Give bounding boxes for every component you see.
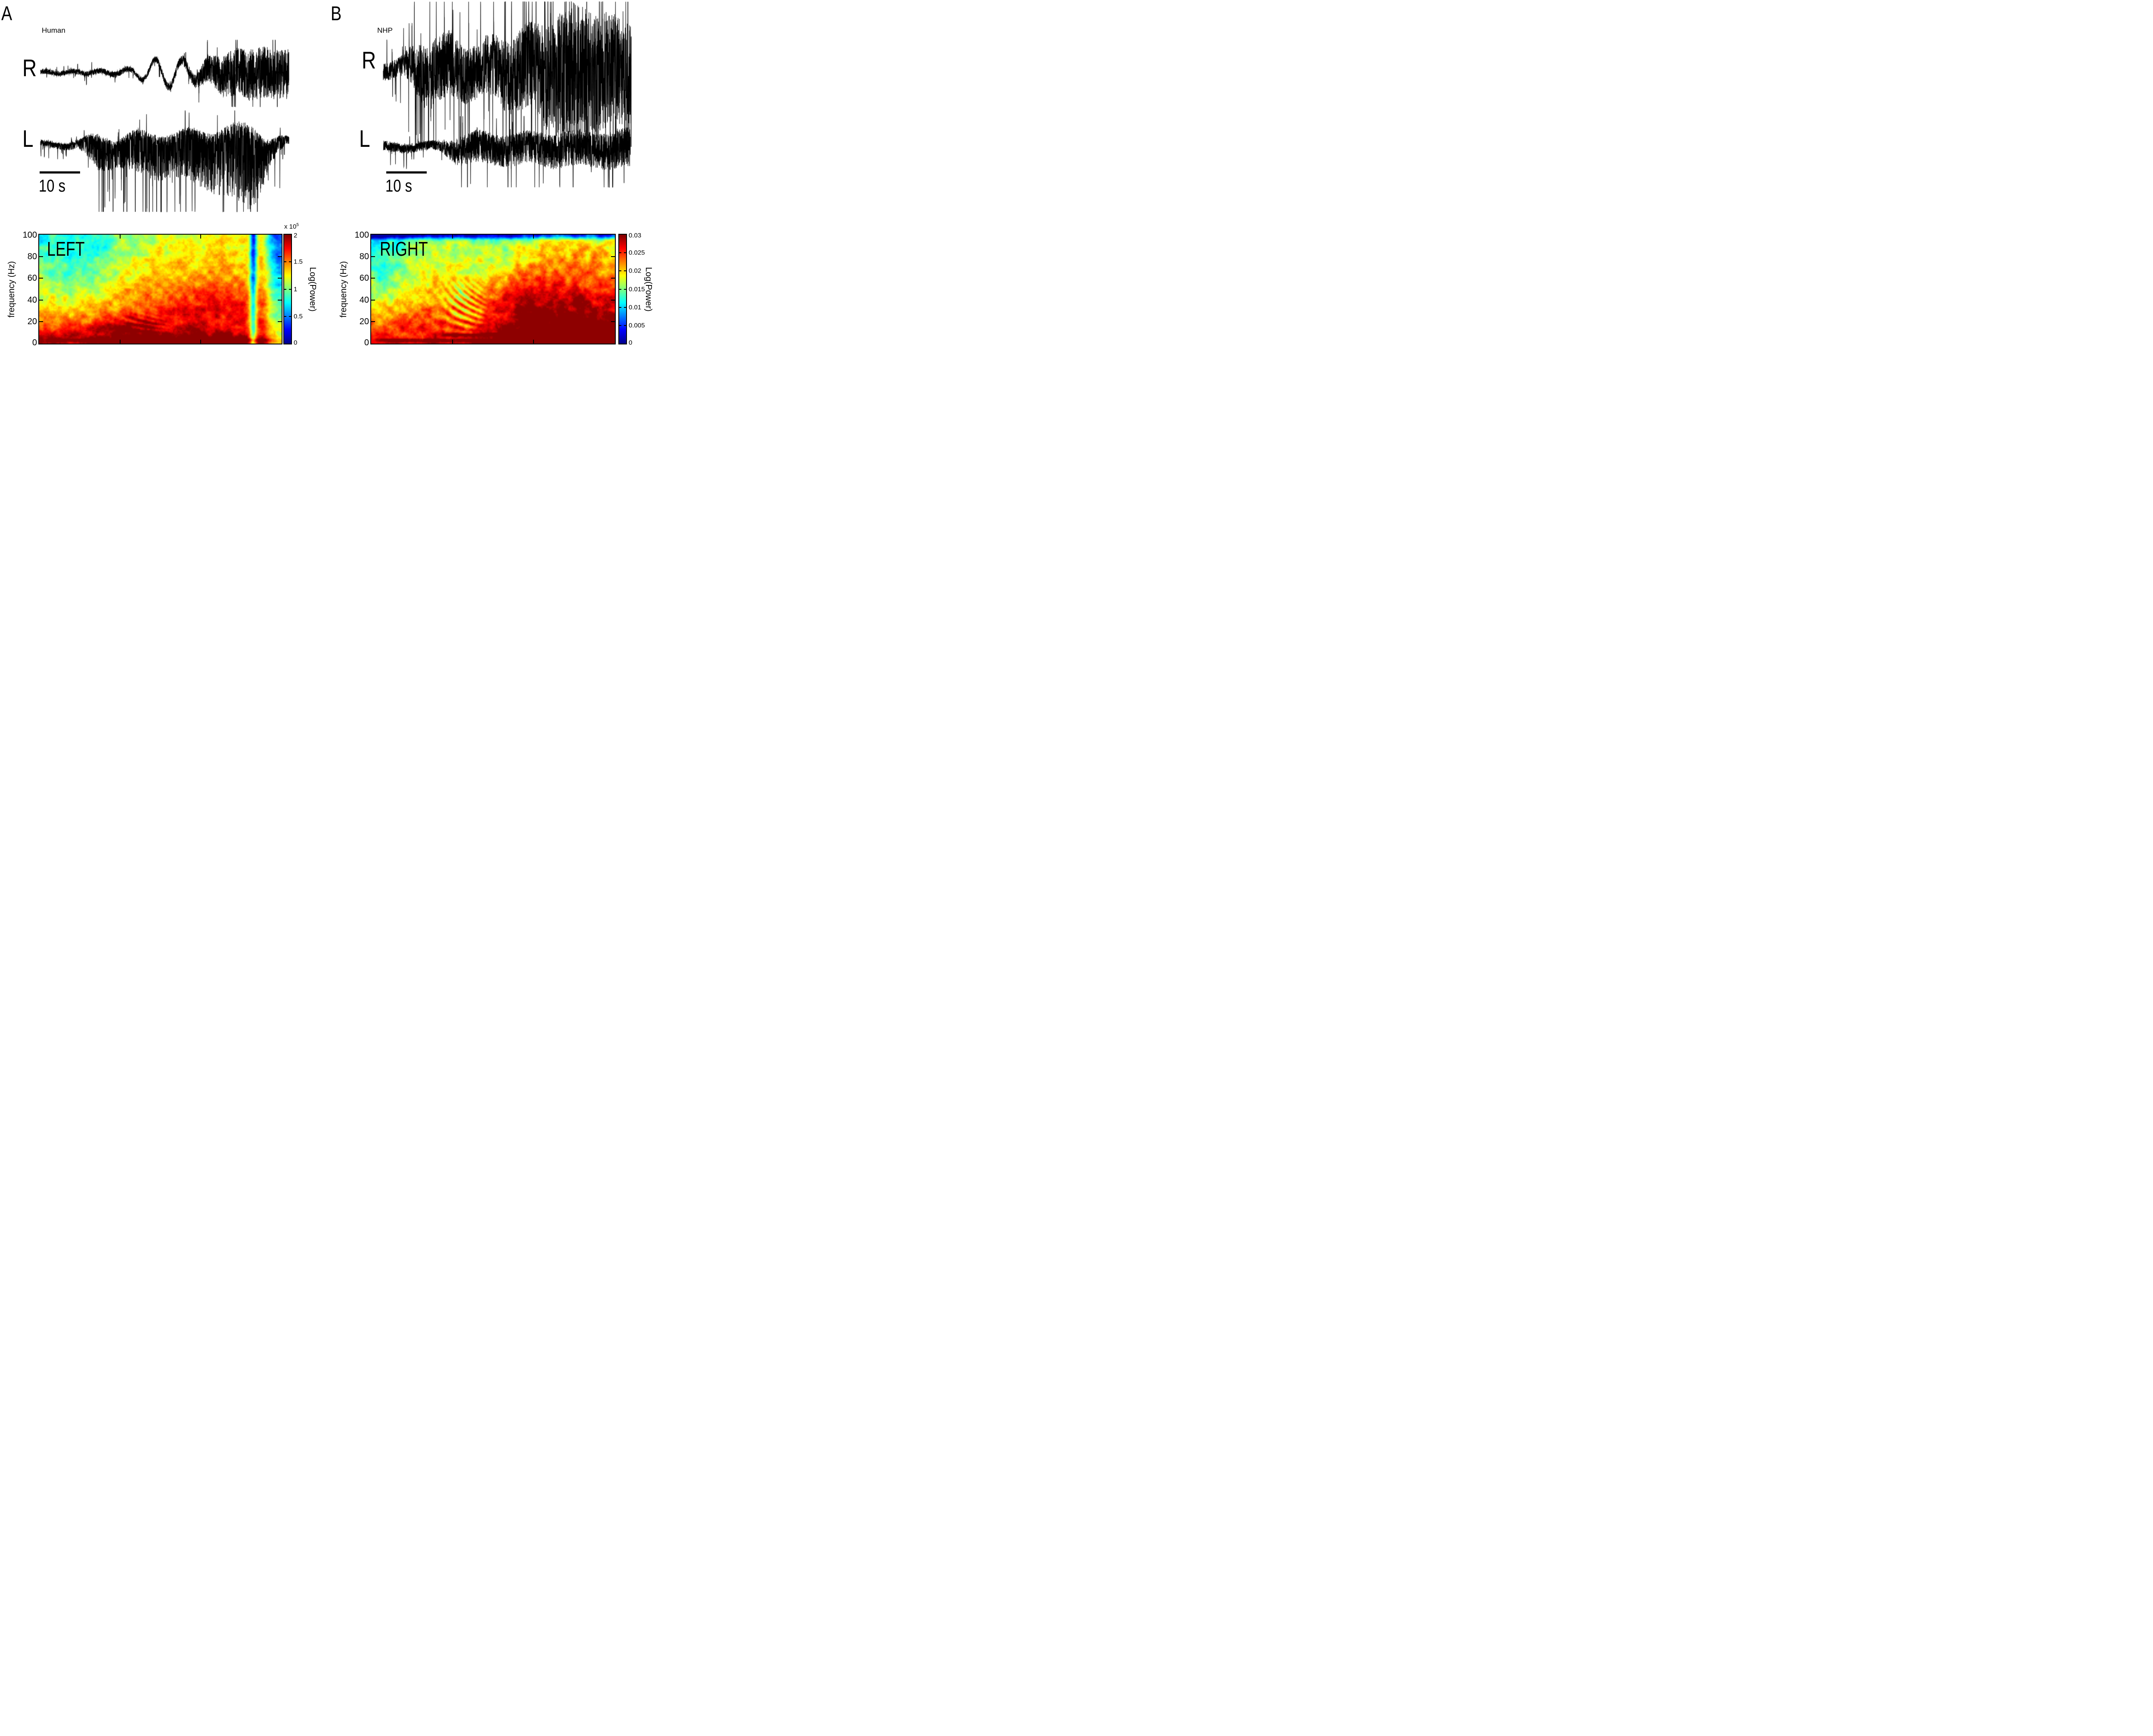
axis-tick xyxy=(289,288,291,290)
axis-tick xyxy=(278,256,282,257)
right-ytick-100: 100 xyxy=(354,230,369,240)
panel-a-trace-canvas xyxy=(38,24,290,222)
right-ytick-20: 20 xyxy=(359,317,369,326)
panel-b-trace-canvas xyxy=(382,0,632,194)
left-spectrogram-ylabel: frequency (Hz) xyxy=(7,261,16,318)
axis-tick xyxy=(39,321,43,322)
left-ytick-40: 40 xyxy=(27,295,37,305)
axis-tick xyxy=(452,235,453,239)
left-colorbar-exponent: x 105 xyxy=(284,223,299,230)
axis-tick xyxy=(289,316,291,317)
figure-root: A Human R L 10 s B NHP R L 10 s frequenc… xyxy=(0,0,657,347)
axis-tick xyxy=(284,316,286,317)
right-cbtick-0015: 0.015 xyxy=(629,285,645,293)
right-ytick-80: 80 xyxy=(359,252,369,261)
right-cbtick-0025: 0.025 xyxy=(629,249,645,257)
right-ytick-0: 0 xyxy=(364,338,369,347)
panel-b-scalebar xyxy=(386,171,427,174)
axis-tick xyxy=(452,340,453,344)
left-cbtick-0p5: 0.5 xyxy=(294,313,303,320)
right-cbtick-002: 0.02 xyxy=(629,267,642,275)
axis-tick xyxy=(278,299,282,301)
panel-b-scalebar-label: 10 s xyxy=(385,177,412,195)
axis-tick xyxy=(533,235,534,239)
left-ytick-0: 0 xyxy=(32,338,37,347)
left-ytick-100: 100 xyxy=(22,230,37,240)
right-spectrogram-heatmap xyxy=(371,235,615,344)
right-colorbar-label: Log(Power) xyxy=(644,267,653,312)
panel-a-scalebar-label: 10 s xyxy=(39,177,65,195)
right-ytick-40: 40 xyxy=(359,295,369,305)
right-colorbar xyxy=(618,234,627,344)
left-colorbar-exponent-sup: 5 xyxy=(296,223,299,227)
axis-tick xyxy=(371,299,375,301)
left-cbtick-0: 0 xyxy=(294,339,298,347)
axis-tick xyxy=(619,307,621,308)
axis-tick xyxy=(611,321,615,322)
axis-tick xyxy=(611,256,615,257)
axis-tick xyxy=(619,270,621,272)
left-colorbar-label: Log(Power) xyxy=(308,267,317,312)
axis-tick xyxy=(39,299,43,301)
right-colorbar-gradient xyxy=(619,235,626,344)
axis-tick xyxy=(624,288,626,290)
right-cbtick-001: 0.01 xyxy=(629,304,642,311)
axis-tick xyxy=(619,252,621,254)
axis-tick xyxy=(611,299,615,301)
panel-a-scalebar xyxy=(40,171,80,174)
axis-tick xyxy=(611,278,615,279)
axis-tick xyxy=(278,321,282,322)
axis-tick xyxy=(200,235,202,239)
axis-tick xyxy=(119,235,121,239)
panel-a-channel-r-label: R xyxy=(22,54,37,81)
panel-a-label: A xyxy=(1,2,12,25)
right-cbtick-0005: 0.005 xyxy=(629,322,645,329)
axis-tick xyxy=(371,278,375,279)
right-spectrogram-inset-label: RIGHT xyxy=(380,238,428,260)
axis-tick xyxy=(289,261,291,263)
axis-tick xyxy=(619,288,621,290)
axis-tick xyxy=(371,321,375,322)
left-spectrogram-plot: LEFT xyxy=(38,234,282,344)
right-spectrogram-plot: RIGHT xyxy=(370,234,616,344)
left-cbtick-1: 1 xyxy=(294,285,298,293)
left-ytick-20: 20 xyxy=(27,317,37,326)
left-spectrogram-inset-label: LEFT xyxy=(47,238,85,260)
left-cbtick-1p5: 1.5 xyxy=(294,258,303,266)
panel-b-channel-l-label: L xyxy=(359,125,370,152)
axis-tick xyxy=(624,270,626,272)
left-cbtick-2: 2 xyxy=(294,232,298,239)
right-cbtick-003: 0.03 xyxy=(629,232,642,239)
panel-b-channel-r-label: R xyxy=(362,46,376,74)
axis-tick xyxy=(624,325,626,326)
axis-tick xyxy=(119,340,121,344)
axis-tick xyxy=(619,325,621,326)
right-spectrogram-ylabel: frequency (Hz) xyxy=(339,261,348,318)
left-ytick-80: 80 xyxy=(27,252,37,261)
left-colorbar-exponent-base: x 10 xyxy=(284,223,297,230)
axis-tick xyxy=(200,340,202,344)
axis-tick xyxy=(624,307,626,308)
axis-tick xyxy=(284,288,286,290)
axis-tick xyxy=(278,278,282,279)
axis-tick xyxy=(533,340,534,344)
axis-tick xyxy=(39,278,43,279)
panel-b-label: B xyxy=(331,2,342,25)
left-spectrogram-heatmap xyxy=(39,235,282,344)
right-cbtick-0: 0 xyxy=(629,339,633,347)
panel-a-channel-l-label: L xyxy=(22,125,34,152)
axis-tick xyxy=(624,252,626,254)
axis-tick xyxy=(39,256,43,257)
right-ytick-60: 60 xyxy=(359,273,369,283)
left-ytick-60: 60 xyxy=(27,273,37,283)
axis-tick xyxy=(284,261,286,263)
left-colorbar xyxy=(283,234,292,344)
axis-tick xyxy=(371,256,375,257)
